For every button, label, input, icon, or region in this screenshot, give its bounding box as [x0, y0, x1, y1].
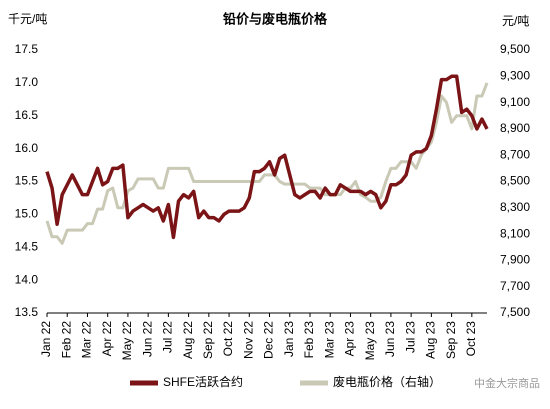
watermark: 中金大宗商品: [474, 376, 540, 390]
y-tick-label: 17.0: [15, 75, 39, 89]
y2-tick-label: 9,500: [500, 42, 530, 56]
x-tick-label: Jan 22: [39, 321, 53, 357]
x-tick-label: Nov 22: [241, 321, 255, 359]
x-tick-label: Jun 23: [383, 321, 397, 357]
series-line: [45, 74, 489, 240]
y-tick-label: 15.5: [15, 174, 39, 188]
y-tick-label: 14.5: [15, 239, 39, 253]
y-tick-label: 13.5: [15, 305, 39, 319]
y-tick-label: 16.0: [15, 141, 39, 155]
x-tick-label: Mar 23: [322, 321, 336, 359]
y2-tick-label: 7,500: [500, 305, 530, 319]
y2-tick-label: 8,900: [500, 121, 530, 135]
x-tick-label: Apr 23: [343, 321, 357, 357]
x-tick-label: Apr 22: [100, 321, 114, 357]
series-line: [45, 82, 489, 245]
y2-tick-label: 7,900: [500, 253, 530, 267]
x-tick-label: Sep 23: [444, 321, 458, 359]
x-tick-label: Oct 23: [464, 321, 478, 357]
y2-tick-label: 8,500: [500, 174, 530, 188]
y2-tick-label: 8,700: [500, 147, 530, 161]
y2-tick-label: 7,700: [500, 279, 530, 293]
chart-title: 铅价与废电瓶价格: [223, 11, 328, 26]
x-tick-label: Mar 22: [80, 321, 94, 359]
x-tick-label: May 22: [120, 321, 134, 361]
y2-tick-label: 8,100: [500, 226, 530, 240]
x-tick-label: Dec 22: [262, 321, 276, 359]
x-tick-label: Jul 23: [403, 321, 417, 353]
x-tick-label: Jul 22: [161, 321, 175, 353]
x-tick-label: Feb 22: [59, 321, 73, 359]
x-tick-label: May 23: [363, 321, 377, 361]
x-tick-label: Aug 23: [424, 321, 438, 359]
y2-tick-label: 8,300: [500, 200, 530, 214]
x-tick-label: Feb 23: [302, 321, 316, 359]
x-tick-label: Oct 22: [221, 321, 235, 357]
legend-label: 废电瓶价格（右轴）: [333, 374, 441, 389]
y-tick-label: 14.0: [15, 272, 39, 286]
y2-tick-label: 9,300: [500, 68, 530, 82]
y2-tick-label: 9,100: [500, 95, 530, 109]
y2-unit: 元/吨: [502, 14, 529, 28]
y-tick-label: 16.5: [15, 108, 39, 122]
x-tick-label: Sep 22: [201, 321, 215, 359]
y-unit: 千元/吨: [8, 12, 47, 26]
legend-label: SHFE活跃合约: [163, 374, 243, 389]
x-tick-label: Aug 22: [181, 321, 195, 359]
x-tick-label: Jan 23: [282, 321, 296, 357]
x-tick-label: Jun 22: [140, 321, 154, 357]
y-tick-label: 15.0: [15, 207, 39, 221]
y-tick-label: 17.5: [15, 42, 39, 56]
